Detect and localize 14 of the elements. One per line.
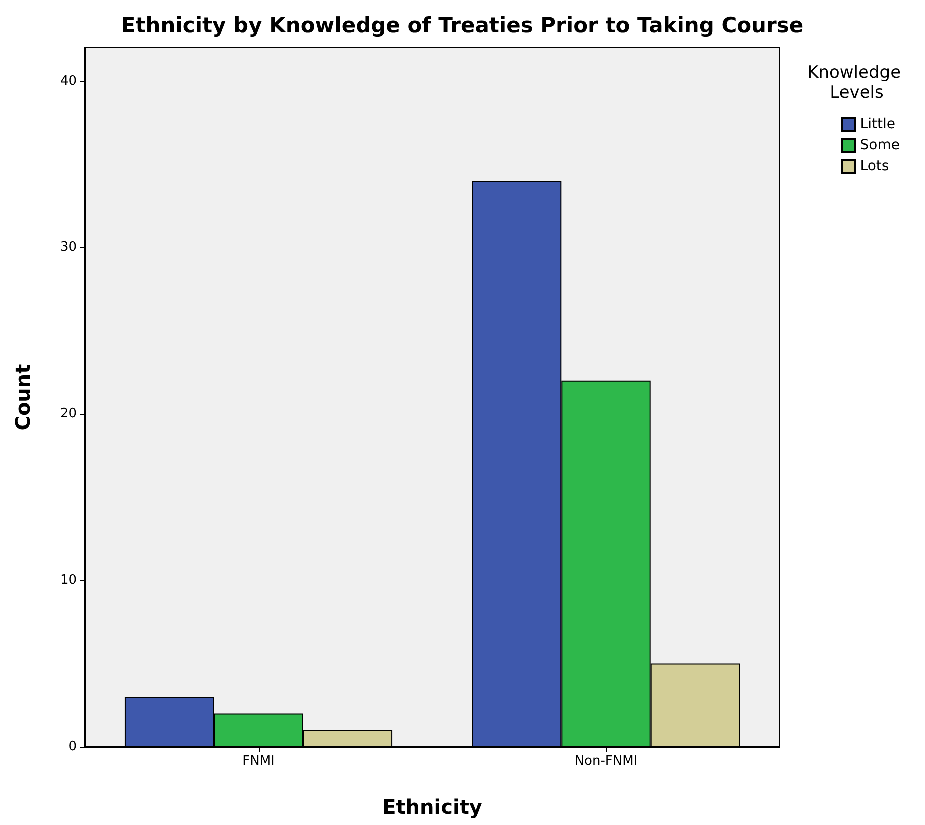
x-tick-label: FNMI (242, 754, 275, 769)
y-tick-label: 30 (60, 240, 77, 256)
y-tick-label: 40 (60, 74, 77, 89)
x-tick-label: Non-FNMI (574, 754, 638, 769)
chart-title: Ethnicity by Knowledge of Treaties Prior to Taking Course (121, 14, 804, 38)
y-axis-title: Count (11, 364, 35, 431)
legend-label: Some (860, 138, 900, 154)
legend-label: Little (860, 116, 896, 132)
legend-title: Knowledge Levels (808, 63, 906, 103)
y-tick-label: 0 (68, 740, 77, 754)
y-tick-label: 10 (60, 573, 77, 588)
legend-label: Lots (860, 158, 890, 174)
x-axis-title: Ethnicity (382, 795, 482, 819)
y-tick-label: 20 (60, 406, 77, 422)
